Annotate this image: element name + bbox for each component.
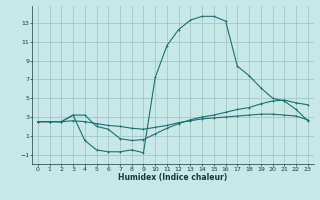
- X-axis label: Humidex (Indice chaleur): Humidex (Indice chaleur): [118, 173, 228, 182]
